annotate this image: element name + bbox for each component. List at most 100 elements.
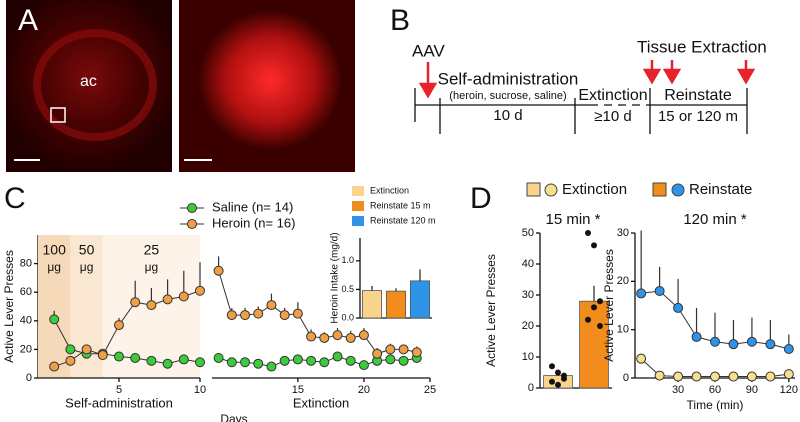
data-point xyxy=(114,351,124,362)
data-point xyxy=(146,300,157,311)
legend-swatch xyxy=(526,182,541,197)
band-label: 25 xyxy=(144,242,160,258)
legend-swatch xyxy=(352,201,364,211)
data-point xyxy=(279,310,290,321)
data-point xyxy=(746,336,757,347)
y-tick-label: 0.0 xyxy=(341,312,354,322)
x-axis-label: Time (min) xyxy=(687,398,744,412)
data-point xyxy=(240,357,251,368)
data-point xyxy=(292,354,303,365)
timeline-label: Extinction xyxy=(578,87,647,104)
y-tick-label: 0.5 xyxy=(341,284,354,294)
y-tick-label: 40 xyxy=(522,258,534,270)
data-point xyxy=(306,355,317,366)
y-axis-label: Active Lever Presses xyxy=(2,250,16,363)
data-point xyxy=(561,372,567,379)
data-point xyxy=(691,331,702,342)
y-axis-label: Active Lever Presses xyxy=(602,249,616,362)
y-tick-label: 20 xyxy=(617,275,629,287)
data-point xyxy=(49,314,60,325)
data-point xyxy=(319,332,330,343)
y-tick-label: 30 xyxy=(522,289,534,301)
data-point xyxy=(597,298,603,305)
x-tick-label: 5 xyxy=(116,384,122,396)
data-point xyxy=(591,242,597,249)
data-point xyxy=(130,297,141,308)
y-tick-label: 40 xyxy=(20,315,32,327)
data-point xyxy=(765,371,776,382)
data-point xyxy=(65,355,76,366)
data-point xyxy=(195,357,205,368)
data-point xyxy=(253,308,264,319)
panel-label: D xyxy=(470,182,492,215)
y-tick-label: 20 xyxy=(20,343,32,355)
panel-label: C xyxy=(4,182,26,215)
data-point xyxy=(114,320,124,331)
y-tick-label: 50 xyxy=(522,227,534,239)
legend-swatch xyxy=(352,216,364,226)
data-point xyxy=(673,302,684,313)
y-tick-label: 20 xyxy=(522,320,534,332)
data-point xyxy=(226,357,237,368)
y-tick-label: 0 xyxy=(528,382,534,394)
cell-signal xyxy=(198,10,342,150)
timeline-label: Tissue Extraction xyxy=(637,37,767,56)
segment-label: Self-administration xyxy=(65,395,173,410)
band-label: 50 xyxy=(79,242,95,258)
series-line xyxy=(54,290,201,368)
data-point xyxy=(372,348,383,359)
y-tick-label: 10 xyxy=(617,324,629,336)
arrows xyxy=(418,60,756,99)
legend-marker xyxy=(187,203,197,213)
data-point xyxy=(549,378,555,385)
bar xyxy=(409,280,430,319)
data-point xyxy=(385,354,396,365)
y-tick-label: 10 xyxy=(522,351,534,363)
y-axis-label: Heroin Intake (mg/d) xyxy=(330,232,341,323)
legend-label: Reinstate xyxy=(689,181,752,198)
dose-band xyxy=(38,235,71,378)
y-tick-label: 80 xyxy=(20,258,32,270)
data-point xyxy=(49,361,60,372)
data-point xyxy=(65,344,76,355)
timeline-label: Self-administration xyxy=(438,69,579,88)
x-tick-label: 60 xyxy=(709,384,721,396)
data-point xyxy=(654,370,665,381)
data-point xyxy=(549,363,555,370)
data-point xyxy=(710,336,720,347)
ring xyxy=(33,29,157,141)
bar xyxy=(385,290,406,319)
data-point xyxy=(585,316,591,323)
legend-label: Saline (n= 14) xyxy=(212,199,293,214)
data-point xyxy=(654,286,665,296)
data-point xyxy=(266,300,277,311)
timeline-lines xyxy=(414,88,748,134)
data-point xyxy=(162,294,173,305)
band-unit: μg xyxy=(80,260,94,274)
data-point xyxy=(636,288,647,299)
data-point xyxy=(195,285,205,296)
timeline-label: 10 d xyxy=(493,107,522,124)
band-unit: μg xyxy=(145,260,159,274)
legend-marker xyxy=(187,219,197,229)
inset-box xyxy=(50,107,66,123)
timeline-label: 15 or 120 m xyxy=(658,108,738,125)
panel-label: A xyxy=(18,4,38,37)
data-point xyxy=(358,360,369,371)
x-tick-label: 120 xyxy=(780,384,798,396)
data-point xyxy=(398,355,409,366)
data-point xyxy=(213,352,224,363)
data-point xyxy=(306,331,317,342)
legend-label: Reinstate 120 m xyxy=(370,215,436,225)
series-line xyxy=(218,356,417,368)
data-point xyxy=(279,355,290,366)
data-point xyxy=(213,265,224,276)
data-point xyxy=(555,369,561,376)
legend-label: Reinstate 15 m xyxy=(370,200,431,210)
series-line xyxy=(53,319,201,365)
legend-label: Extinction xyxy=(562,181,627,198)
timeline-label: ≥10 d xyxy=(594,108,631,125)
data-point xyxy=(292,308,303,319)
timeline-label: (heroin, sucrose, saline) xyxy=(449,90,566,102)
